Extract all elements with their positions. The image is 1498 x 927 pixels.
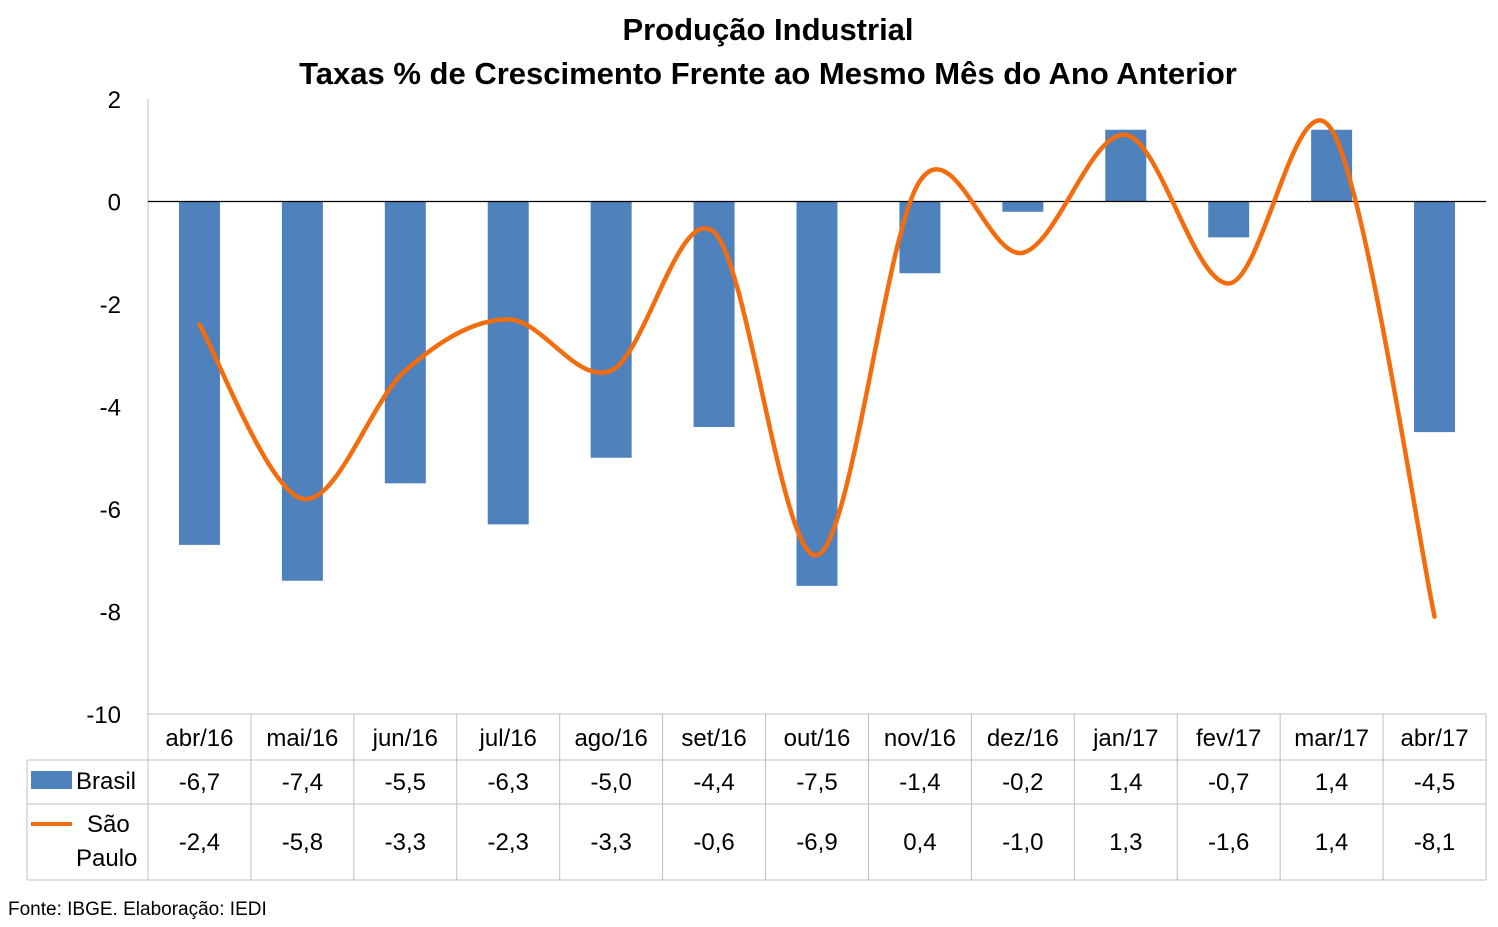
x-tick-label: fev/17 [1196, 725, 1261, 752]
table-cell-brasil: -5,5 [385, 769, 426, 796]
table-cell-sao-paulo: -0,6 [693, 829, 734, 856]
legend-brasil: Brasil [31, 768, 136, 795]
bar-brasil [178, 201, 220, 545]
y-tick-label: 2 [108, 87, 121, 114]
table-cell-sao-paulo: 1,3 [1109, 829, 1142, 856]
table-cell-sao-paulo: -1,6 [1208, 829, 1249, 856]
bar-brasil [590, 201, 632, 458]
table-cell-brasil: -6,7 [179, 769, 220, 796]
x-tick-label: out/16 [784, 725, 851, 752]
y-tick-label: -8 [100, 600, 121, 627]
table-cell-brasil: 1,4 [1315, 769, 1348, 796]
x-tick-label: jun/16 [372, 725, 438, 752]
legend-brasil-swatch [31, 771, 72, 789]
table-cell-sao-paulo: -3,3 [590, 829, 631, 856]
table-cell-brasil: -6,3 [488, 769, 529, 796]
source-note: Fonte: IBGE. Elaboração: IEDI [8, 899, 267, 920]
x-tick-label: set/16 [681, 725, 746, 752]
chart-title: Produção Industrial [622, 12, 913, 47]
table-cell-brasil: -0,2 [1002, 769, 1043, 796]
bar-brasil [796, 201, 838, 586]
y-axis: 2 0 -2 -4 -6 -8 -10 [86, 87, 149, 729]
table-cell-sao-paulo: -8,1 [1414, 829, 1455, 856]
y-tick-label: -10 [86, 702, 121, 729]
x-tick-label: ago/16 [574, 725, 647, 752]
data-table: abr/16 -6,7 -2,4 mai/16 -7,4 -5,8 jun/16 -5,5 -3… [26, 713, 1487, 881]
table-cell-brasil: -7,5 [796, 769, 837, 796]
table-cell-brasil: -4,5 [1414, 769, 1455, 796]
legend-sao-paulo-label-line1: São [87, 811, 130, 838]
table-cell-sao-paulo: 0,4 [903, 829, 936, 856]
table-cell-brasil: -5,0 [590, 769, 631, 796]
table-cell-brasil: -7,4 [282, 769, 323, 796]
table-cell-sao-paulo: -1,0 [1002, 829, 1043, 856]
bar-brasil [1002, 201, 1044, 212]
x-tick-label: abr/17 [1401, 725, 1469, 752]
x-tick-label: mar/17 [1294, 725, 1369, 752]
bar-brasil [693, 201, 735, 427]
x-tick-label: nov/16 [884, 725, 956, 752]
y-tick-label: -2 [100, 292, 121, 319]
table-cell-brasil: -1,4 [899, 769, 940, 796]
y-tick-label: 0 [108, 190, 121, 217]
table-cell-sao-paulo: -2,4 [179, 829, 220, 856]
table-cell-sao-paulo: -6,9 [796, 829, 837, 856]
line-series-sao-paulo [197, 118, 1437, 619]
legend-sao-paulo: São Paulo [31, 811, 137, 872]
line-sao-paulo [197, 118, 1437, 619]
table-cell-brasil: -0,7 [1208, 769, 1249, 796]
table-cell-brasil: -4,4 [693, 769, 734, 796]
table-cell-sao-paulo: -2,3 [488, 829, 529, 856]
bar-brasil [384, 201, 426, 484]
bar-brasil [1208, 201, 1250, 238]
x-tick-label: jul/16 [479, 725, 537, 752]
table-cell-sao-paulo: 1,4 [1315, 829, 1348, 856]
x-tick-label: dez/16 [987, 725, 1059, 752]
legend-brasil-label: Brasil [76, 768, 136, 795]
table-cell-sao-paulo: -5,8 [282, 829, 323, 856]
table-cell-sao-paulo: -3,3 [385, 829, 426, 856]
x-tick-label: mai/16 [266, 725, 338, 752]
y-tick-label: -6 [100, 497, 121, 524]
table-cell-brasil: 1,4 [1109, 769, 1142, 796]
x-tick-label: jan/17 [1092, 725, 1158, 752]
bar-brasil [487, 201, 529, 525]
bar-brasil [281, 201, 323, 581]
x-tick-label: abr/16 [165, 725, 233, 752]
bar-series-brasil [148, 129, 1486, 586]
y-tick-label: -4 [100, 395, 121, 422]
bar-brasil [1414, 201, 1456, 433]
legend-sao-paulo-label-line2: Paulo [76, 845, 137, 872]
chart-subtitle: Taxas % de Crescimento Frente ao Mesmo M… [299, 56, 1237, 91]
